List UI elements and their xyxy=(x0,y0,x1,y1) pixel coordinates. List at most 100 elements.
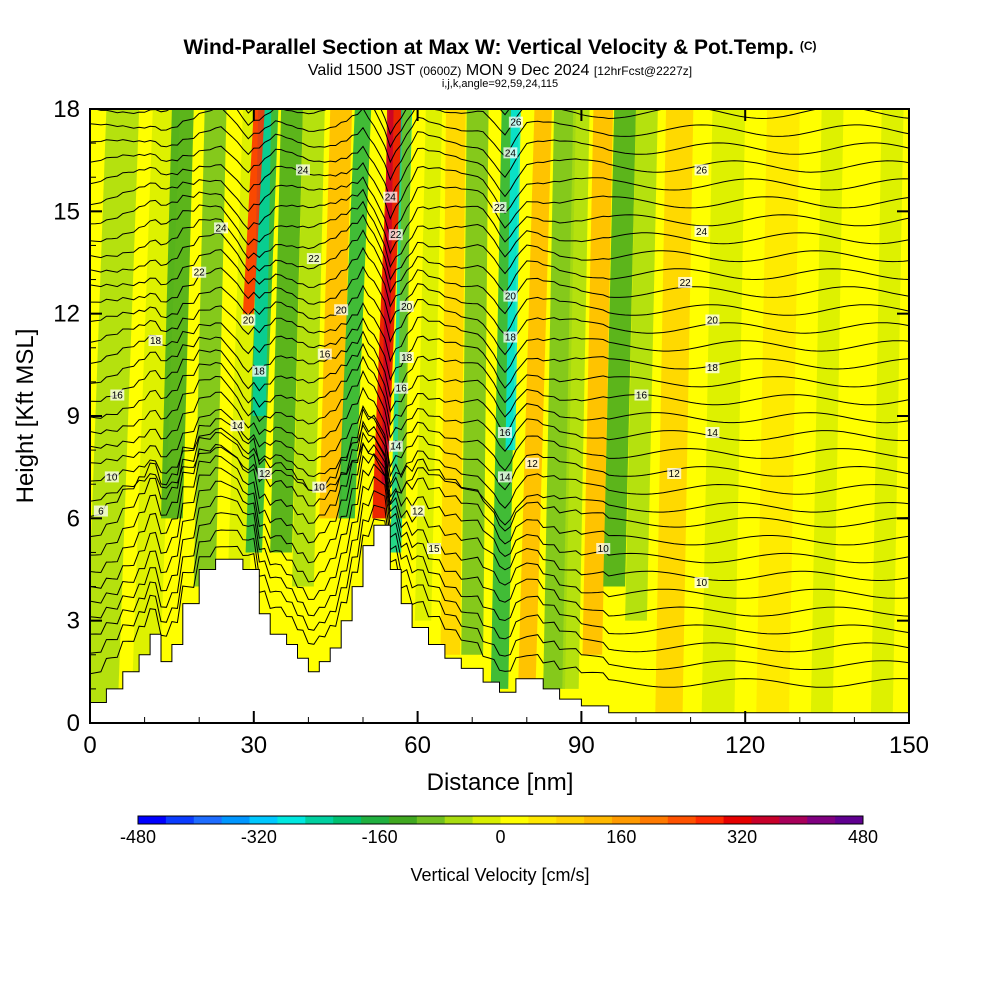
isentrope-line xyxy=(90,229,909,294)
contour-label: 22 xyxy=(306,253,321,265)
svg-text:12: 12 xyxy=(527,459,539,470)
isentrope-line xyxy=(90,370,909,452)
contour-label: 18 xyxy=(252,365,267,378)
colorbar-swatch xyxy=(612,816,641,824)
isentrope-line xyxy=(90,284,909,356)
contour-label: 18 xyxy=(503,331,518,344)
terrain xyxy=(90,524,909,723)
colorbar-swatch xyxy=(751,816,780,824)
svg-text:24: 24 xyxy=(215,223,227,234)
contour-label: 10 xyxy=(694,577,709,589)
svg-text:20: 20 xyxy=(505,292,517,303)
contour-label: 12 xyxy=(257,467,272,480)
svg-text:18: 18 xyxy=(254,367,266,378)
isentrope-line xyxy=(92,109,909,149)
velocity-band xyxy=(701,109,746,723)
contour-label: 24 xyxy=(383,191,398,204)
contour-label: 16 xyxy=(634,389,649,402)
contour-label: 20 xyxy=(399,300,414,313)
svg-text:26: 26 xyxy=(696,165,708,176)
y-tick-label: 15 xyxy=(53,198,80,225)
contour-label: 6 xyxy=(93,505,108,518)
contour-label: 18 xyxy=(705,362,720,374)
y-tick-label: 6 xyxy=(67,505,80,532)
y-axis-label: Height [Kft MSL] xyxy=(12,329,39,504)
contour-label: 26 xyxy=(508,116,523,129)
svg-text:22: 22 xyxy=(308,254,320,265)
contour-label: 22 xyxy=(492,201,507,214)
contour-label: 20 xyxy=(705,314,720,326)
contour-label: 14 xyxy=(705,427,720,439)
colorbar-swatch xyxy=(500,816,529,824)
x-tick-label: 120 xyxy=(725,732,765,759)
contour-label: 24 xyxy=(503,147,518,159)
isentrope-line xyxy=(90,342,909,418)
isentrope-line xyxy=(90,475,909,635)
x-axis-label: Distance [nm] xyxy=(427,769,574,796)
colorbar-swatch xyxy=(528,816,557,824)
contour-label: 14 xyxy=(388,440,403,453)
contour-label: 24 xyxy=(214,222,229,234)
colorbar-swatch xyxy=(444,816,474,824)
contour-label: 12 xyxy=(525,457,540,470)
contour-label: 24 xyxy=(295,164,310,176)
colorbar-swatch xyxy=(221,816,251,824)
velocity-band xyxy=(518,109,552,689)
svg-text:24: 24 xyxy=(505,148,517,159)
colorbar-tick-label: 0 xyxy=(495,827,505,847)
colorbar-swatch xyxy=(333,816,362,824)
x-tick-label: 30 xyxy=(240,732,267,759)
contour-label: 12 xyxy=(667,467,682,480)
y-tick-label: 0 xyxy=(67,710,80,737)
contour-label: 10 xyxy=(312,481,327,494)
isentrope-line xyxy=(90,405,909,491)
colorbar-swatch xyxy=(667,816,697,824)
contour-label: 16 xyxy=(317,348,332,361)
isentrope-line xyxy=(90,126,909,182)
y-tick-label: 18 xyxy=(53,96,80,123)
x-tick-label: 150 xyxy=(889,732,929,759)
svg-text:18: 18 xyxy=(150,336,162,347)
isentrope-line xyxy=(90,145,909,201)
svg-text:15: 15 xyxy=(428,544,440,555)
svg-text:10: 10 xyxy=(314,483,326,494)
isentrope-line xyxy=(90,442,909,581)
svg-text:24: 24 xyxy=(297,165,309,176)
colorbar-swatch xyxy=(472,816,501,824)
svg-text:14: 14 xyxy=(707,428,719,439)
svg-text:10: 10 xyxy=(696,578,708,589)
contour-label: 16 xyxy=(110,389,125,402)
svg-text:24: 24 xyxy=(385,193,397,204)
isentrope-line xyxy=(90,463,909,617)
isentrope-line xyxy=(90,302,909,374)
colorbar-swatch xyxy=(193,816,223,824)
contour-label: 22 xyxy=(678,276,693,289)
colorbar-tick-label: -160 xyxy=(362,827,398,847)
velocity-band xyxy=(461,109,489,655)
isentrope-line xyxy=(90,452,909,599)
isentrope-line xyxy=(90,407,909,532)
svg-text:22: 22 xyxy=(390,230,402,241)
svg-text:20: 20 xyxy=(336,305,348,316)
colorbar-swatch xyxy=(138,816,167,824)
colorbar-tick-label: 320 xyxy=(727,827,757,847)
isentrope-line xyxy=(90,317,909,389)
colorbar-swatch xyxy=(807,816,836,824)
colorbar-swatch xyxy=(556,816,585,824)
velocity-band xyxy=(338,109,372,519)
velocity-band xyxy=(242,109,265,314)
colorbar-swatch xyxy=(277,816,306,824)
svg-text:12: 12 xyxy=(669,469,681,480)
isentrope-line xyxy=(90,386,909,472)
isentrope-line xyxy=(90,109,909,164)
colorbar-tick-label: -480 xyxy=(120,827,156,847)
x-tick-label: 90 xyxy=(568,732,595,759)
svg-text:18: 18 xyxy=(707,363,719,374)
contour-label: 16 xyxy=(497,427,512,439)
y-tick-label: 12 xyxy=(53,301,80,328)
svg-text:16: 16 xyxy=(396,384,408,395)
chart-subtitle: Valid 1500 JST (0600Z) MON 9 Dec 2024 [1… xyxy=(307,62,693,79)
y-tick-label: 9 xyxy=(67,403,80,430)
isentrope-line xyxy=(90,420,909,546)
